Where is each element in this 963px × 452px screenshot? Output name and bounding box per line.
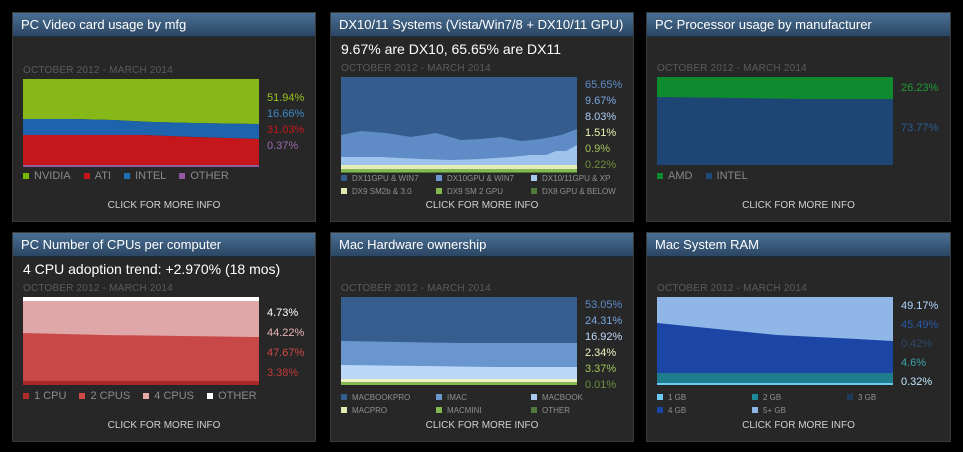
- value-3-gb: 0.42%: [901, 338, 933, 350]
- value-list: 26.23% 73.77%: [901, 80, 951, 136]
- legend-item: 4 CPUS: [143, 389, 194, 403]
- legend-item: AMD: [657, 169, 692, 183]
- value-2-cpus: 47.67%: [267, 347, 305, 359]
- value-4-cpus: 44.22%: [267, 327, 305, 339]
- value-list: 65.65% 9.67% 8.03% 1.51% 0.9% 0.22%: [585, 77, 635, 173]
- date-range: OCTOBER 2012 - MARCH 2014: [657, 283, 807, 294]
- click-for-more-info-link[interactable]: CLICK FOR MORE INFO: [425, 200, 539, 211]
- value-dx11gpu-win7: 65.65%: [585, 79, 623, 91]
- click-for-more-info-link[interactable]: CLICK FOR MORE INFO: [425, 420, 539, 431]
- headline: 4 CPU adoption trend: +2.970% (18 mos): [23, 261, 281, 277]
- legend-item: MACBOOK: [531, 392, 626, 402]
- legend: 1 GB 2 GB 3 GB 4 GB 5+ GB: [657, 392, 947, 415]
- stacked-area-chart: [23, 79, 259, 167]
- value-1-cpu: 3.38%: [267, 367, 299, 379]
- value-macbookpro: 53.05%: [585, 299, 623, 311]
- panel-title: DX10/11 Systems (Vista/Win7/8 + DX10/11 …: [331, 13, 633, 37]
- legend: DX11GPU & WIN7 DX10GPU & WIN7 DX10/11GPU…: [341, 173, 631, 196]
- value-1-gb: 0.32%: [901, 376, 933, 388]
- legend-item: MACMINI: [436, 405, 531, 415]
- value-dx9-sm2: 0.9%: [585, 143, 611, 155]
- value-other: 4.73%: [267, 307, 299, 319]
- value-dx9-sm2b: 1.51%: [585, 127, 617, 139]
- value-dx8-below: 0.22%: [585, 159, 617, 171]
- value-amd: 26.23%: [901, 82, 939, 94]
- stacked-area-chart: [657, 297, 893, 385]
- panel-title: PC Number of CPUs per computer: [13, 233, 315, 257]
- panel-title: PC Video card usage by mfg: [13, 13, 315, 37]
- value-intel: 73.77%: [901, 122, 939, 134]
- legend-item: OTHER: [179, 169, 229, 183]
- legend-item: DX11GPU & WIN7: [341, 173, 436, 183]
- value-macbook: 16.92%: [585, 331, 623, 343]
- value-4-gb: 45.49%: [901, 319, 939, 331]
- value-dx10gpu-win7: 9.67%: [585, 95, 617, 107]
- legend: NVIDIA ATI INTEL OTHER: [23, 169, 313, 183]
- legend-item: 3 GB: [847, 392, 942, 402]
- value-dx10-11gpu-xp: 8.03%: [585, 111, 617, 123]
- value-macpro: 2.34%: [585, 347, 617, 359]
- panel-title: Mac System RAM: [647, 233, 950, 257]
- value-list: 53.05% 24.31% 16.92% 2.34% 3.37% 0.01%: [585, 297, 635, 393]
- legend-item: OTHER: [207, 389, 257, 403]
- panel-dx10-11-systems: DX10/11 Systems (Vista/Win7/8 + DX10/11 …: [330, 12, 634, 222]
- value-2-gb: 4.6%: [901, 357, 927, 369]
- click-for-more-info-link[interactable]: CLICK FOR MORE INFO: [742, 200, 855, 211]
- panel-mac-hardware: Mac Hardware ownership OCTOBER 2012 - MA…: [330, 232, 634, 442]
- value-list: 51.94% 16.66% 31.03% 0.37%: [267, 90, 317, 154]
- date-range: OCTOBER 2012 - MARCH 2014: [341, 63, 491, 74]
- stacked-area-chart: [23, 297, 259, 385]
- legend-item: 2 CPUS: [79, 389, 130, 403]
- stacked-area-chart: [341, 297, 577, 385]
- panel-title: PC Processor usage by manufacturer: [647, 13, 950, 37]
- panel-pc-cpus: PC Number of CPUs per computer 4 CPU ado…: [12, 232, 316, 442]
- date-range: OCTOBER 2012 - MARCH 2014: [23, 65, 173, 76]
- panel-pc-video-card: PC Video card usage by mfg OCTOBER 2012 …: [12, 12, 316, 222]
- legend-item: MACPRO: [341, 405, 436, 415]
- legend-item: DX9 SM 2 GPU: [436, 186, 531, 196]
- panel-pc-processor: PC Processor usage by manufacturer OCTOB…: [646, 12, 951, 222]
- legend-item: 5+ GB: [752, 405, 847, 415]
- click-for-more-info-link[interactable]: CLICK FOR MORE INFO: [107, 420, 221, 431]
- legend: 1 CPU 2 CPUS 4 CPUS OTHER: [23, 389, 313, 403]
- headline: 9.67% are DX10, 65.65% are DX11: [341, 41, 561, 57]
- stacked-area-chart: [657, 77, 893, 165]
- legend-item: OTHER: [531, 405, 626, 415]
- value-imac: 24.31%: [585, 315, 623, 327]
- legend-item: NVIDIA: [23, 169, 71, 183]
- legend-item: MACBOOKPRO: [341, 392, 436, 402]
- date-range: OCTOBER 2012 - MARCH 2014: [341, 283, 491, 294]
- value-list: 4.73% 44.22% 47.67% 3.38%: [267, 305, 317, 381]
- legend-item: INTEL: [124, 169, 166, 183]
- value-other: 0.01%: [585, 379, 617, 391]
- click-for-more-info-link[interactable]: CLICK FOR MORE INFO: [742, 420, 855, 431]
- legend-item: ATI: [83, 169, 111, 183]
- legend-item: 4 GB: [657, 405, 752, 415]
- date-range: OCTOBER 2012 - MARCH 2014: [657, 63, 807, 74]
- legend-item: DX10GPU & WIN7: [436, 173, 531, 183]
- value-5plus-gb: 49.17%: [901, 300, 939, 312]
- stacked-area-chart: [341, 77, 577, 173]
- legend: MACBOOKPRO IMAC MACBOOK MACPRO MACMINI O…: [341, 392, 631, 415]
- value-macmini: 3.37%: [585, 363, 617, 375]
- legend-item: IMAC: [436, 392, 531, 402]
- date-range: OCTOBER 2012 - MARCH 2014: [23, 283, 173, 294]
- value-nvidia: 51.94%: [267, 92, 305, 104]
- legend-item: DX8 GPU & BELOW: [531, 186, 626, 196]
- legend: AMD INTEL: [657, 169, 947, 183]
- legend-item: 1 CPU: [23, 389, 66, 403]
- legend-item: 1 GB: [657, 392, 752, 402]
- value-list: 49.17% 45.49% 0.42% 4.6% 0.32%: [901, 298, 951, 390]
- panel-title: Mac Hardware ownership: [331, 233, 633, 257]
- legend-item: 2 GB: [752, 392, 847, 402]
- legend-item: DX10/11GPU & XP: [531, 173, 626, 183]
- legend-item: DX9 SM2b & 3.0: [341, 186, 436, 196]
- value-other: 0.37%: [267, 140, 299, 152]
- value-ati: 31.03%: [267, 124, 305, 136]
- panel-mac-system-ram: Mac System RAM OCTOBER 2012 - MARCH 2014…: [646, 232, 951, 442]
- legend-item: INTEL: [705, 169, 748, 183]
- click-for-more-info-link[interactable]: CLICK FOR MORE INFO: [107, 200, 221, 211]
- value-intel: 16.66%: [267, 108, 305, 120]
